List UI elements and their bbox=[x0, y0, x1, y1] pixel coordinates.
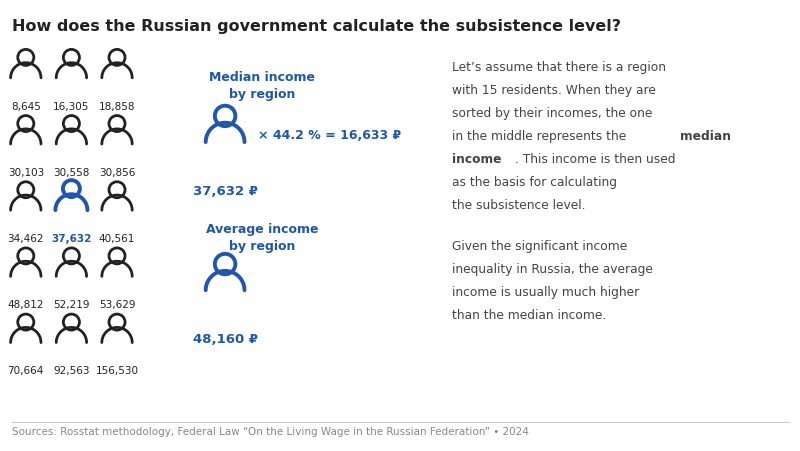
Text: median: median bbox=[680, 130, 731, 143]
Text: than the median income.: than the median income. bbox=[452, 309, 606, 322]
Text: 16,305: 16,305 bbox=[54, 101, 90, 111]
Text: as the basis for calculating: as the basis for calculating bbox=[452, 176, 617, 189]
Text: 52,219: 52,219 bbox=[53, 300, 90, 310]
Text: 40,561: 40,561 bbox=[99, 234, 135, 244]
Text: 48,812: 48,812 bbox=[7, 300, 44, 310]
Text: 53,629: 53,629 bbox=[98, 300, 135, 310]
Text: 30,103: 30,103 bbox=[8, 168, 44, 178]
Text: inequality in Russia, the average: inequality in Russia, the average bbox=[452, 263, 653, 276]
Text: income is usually much higher: income is usually much higher bbox=[452, 286, 639, 299]
Text: 70,664: 70,664 bbox=[8, 366, 44, 376]
Text: Let’s assume that there is a region: Let’s assume that there is a region bbox=[452, 61, 666, 74]
Text: income: income bbox=[452, 153, 502, 166]
Text: × 44.2 % = 16,633 ₽: × 44.2 % = 16,633 ₽ bbox=[258, 129, 401, 142]
Text: 18,858: 18,858 bbox=[98, 101, 135, 111]
Text: 92,563: 92,563 bbox=[53, 366, 90, 376]
Text: with 15 residents. When they are: with 15 residents. When they are bbox=[452, 84, 656, 97]
Text: 156,530: 156,530 bbox=[95, 366, 138, 376]
Text: 30,856: 30,856 bbox=[99, 168, 135, 178]
Text: Median income
by region: Median income by region bbox=[209, 71, 314, 101]
Text: 37,632 ₽: 37,632 ₽ bbox=[193, 184, 258, 198]
Text: Given the significant income: Given the significant income bbox=[452, 240, 627, 253]
Text: . This income is then used: . This income is then used bbox=[515, 153, 676, 166]
Text: in the middle represents the: in the middle represents the bbox=[452, 130, 630, 143]
Text: 34,462: 34,462 bbox=[7, 234, 44, 244]
Text: 8,645: 8,645 bbox=[11, 101, 41, 111]
Text: 30,558: 30,558 bbox=[54, 168, 90, 178]
Text: 48,160 ₽: 48,160 ₽ bbox=[193, 333, 258, 345]
Text: Sources: Rosstat methodology, Federal Law “On the Living Wage in the Russian Fed: Sources: Rosstat methodology, Federal La… bbox=[12, 428, 529, 437]
Text: sorted by their incomes, the one: sorted by their incomes, the one bbox=[452, 107, 653, 120]
Text: How does the Russian government calculate the subsistence level?: How does the Russian government calculat… bbox=[12, 18, 621, 33]
Text: 37,632: 37,632 bbox=[51, 234, 91, 244]
Text: the subsistence level.: the subsistence level. bbox=[452, 199, 586, 212]
Text: Average income
by region: Average income by region bbox=[206, 223, 318, 253]
